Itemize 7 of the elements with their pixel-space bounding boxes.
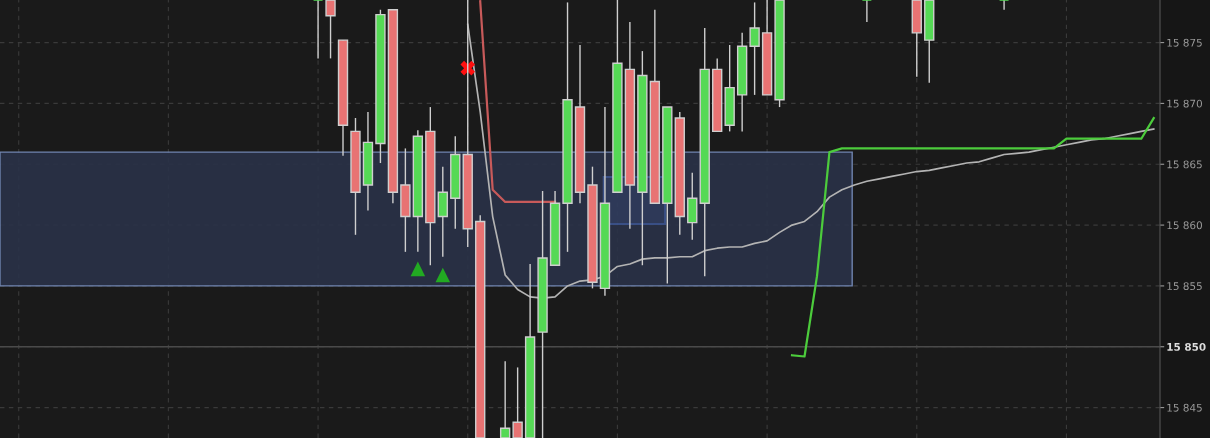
- y-tick-label: 15 850: [1167, 342, 1206, 351]
- y-tick-label: 15 855: [1167, 282, 1202, 291]
- y-tick-label: 15 845: [1167, 403, 1202, 412]
- y-tick-label: 15 865: [1167, 160, 1202, 169]
- y-tick-label: 15 875: [1167, 38, 1202, 47]
- y-tick-label: 15 860: [1167, 221, 1203, 230]
- y-tick-label: 15 870: [1167, 99, 1203, 108]
